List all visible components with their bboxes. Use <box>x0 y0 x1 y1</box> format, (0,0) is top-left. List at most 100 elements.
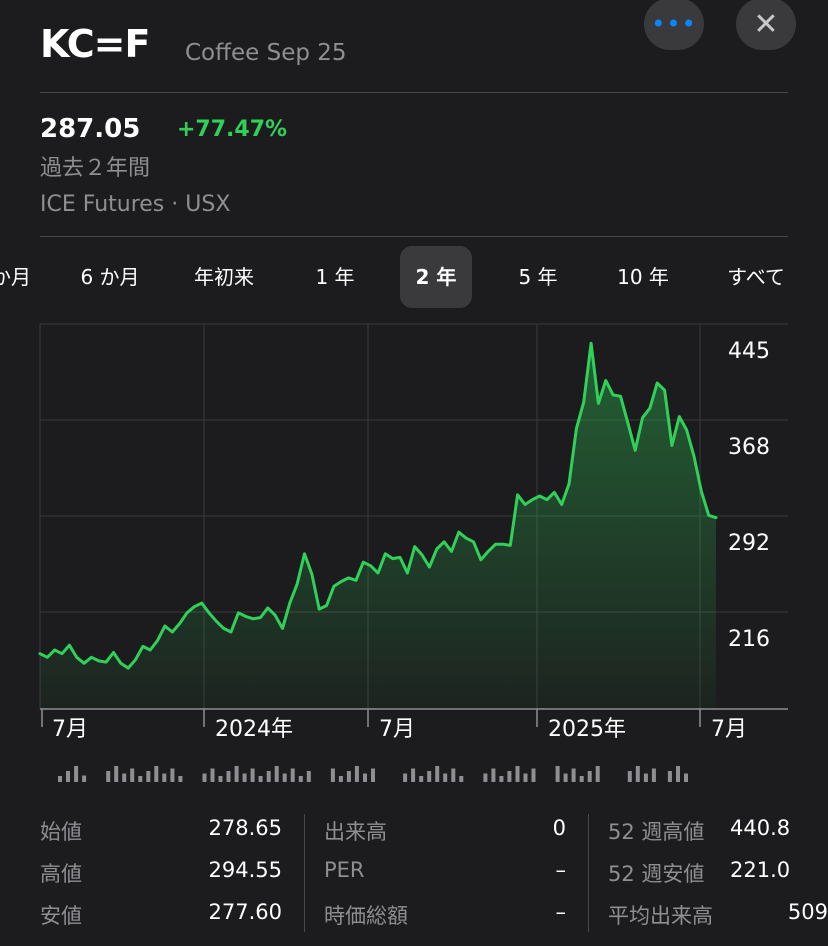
change-period: 過去２年間 <box>40 156 151 181</box>
volume-bar <box>483 773 488 782</box>
ticker-symbol: KC=F <box>40 22 150 66</box>
y-tick-label: 292 <box>728 531 770 556</box>
volume-bar <box>627 771 632 782</box>
tab-all[interactable]: すべて <box>727 265 785 289</box>
stat-label-market-cap: 時価総額 <box>324 904 408 928</box>
volume-bar <box>427 771 432 782</box>
volume-bar <box>451 768 456 782</box>
volume-bar <box>106 771 111 782</box>
x-tick-label: 7月 <box>379 717 415 742</box>
volume-bar <box>531 768 536 782</box>
price-change-percent: +77.47% <box>177 117 288 142</box>
volume-bar <box>507 771 512 782</box>
volume-bar <box>154 766 159 782</box>
price-chart[interactable]: 445 368 292 216 7月 2024年 7月 2025年 7月 <box>0 322 828 792</box>
volume-bar <box>555 766 560 782</box>
volume-bar <box>202 773 207 782</box>
volume-bar <box>258 776 263 782</box>
tab-3-months[interactable]: か月 <box>0 265 31 289</box>
price-area-fill <box>40 343 716 709</box>
volume-bar <box>571 768 576 782</box>
ellipsis-icon: ••• <box>651 10 697 38</box>
volume-bar <box>290 768 295 782</box>
stat-value-avg-volume: 509 <box>787 900 828 924</box>
volume-bar <box>266 771 271 782</box>
tab-6-months[interactable]: 6 か月 <box>80 265 140 289</box>
volume-bar <box>595 766 600 782</box>
volume-bar <box>587 771 592 782</box>
volume-bar <box>122 773 127 782</box>
stat-label-avg-volume: 平均出来高 <box>608 904 713 928</box>
tab-5-years[interactable]: 5 年 <box>518 265 558 289</box>
volume-bar <box>354 766 359 782</box>
stat-value-low: 277.60 <box>208 900 282 924</box>
current-price: 287.05 <box>40 114 141 144</box>
stat-label-52w-low: 52 週安値 <box>608 862 705 886</box>
tab-1-year[interactable]: 1 年 <box>315 265 355 289</box>
volume-bar <box>403 773 408 782</box>
volume-bar <box>74 766 79 782</box>
stat-label-high: 高値 <box>40 862 82 886</box>
volume-bar <box>146 771 151 782</box>
divider <box>40 92 788 93</box>
y-tick-label: 368 <box>728 435 770 460</box>
volume-bar <box>491 768 496 782</box>
volume-bar <box>635 766 640 782</box>
more-options-button[interactable]: ••• <box>644 0 704 50</box>
volume-bar <box>330 768 335 782</box>
stat-value-per: – <box>555 858 567 882</box>
stat-value-open: 278.65 <box>208 816 282 840</box>
volume-bar <box>242 773 247 782</box>
stats-divider <box>588 814 589 932</box>
volume-bar <box>114 766 119 782</box>
stat-value-market-cap: – <box>555 900 567 924</box>
volume-bar <box>178 776 183 782</box>
volume-bar <box>459 776 464 782</box>
tab-2-years[interactable]: 2 年 <box>400 246 472 308</box>
volume-bar <box>298 776 303 782</box>
stat-label-per: PER <box>324 858 365 882</box>
stat-label-open: 始値 <box>40 820 82 844</box>
volume-bar <box>170 768 175 782</box>
price-line <box>38 341 718 670</box>
tab-10-years[interactable]: 10 年 <box>617 265 669 289</box>
volume-bar <box>435 766 440 782</box>
volume-bar <box>66 771 70 782</box>
range-tabs: か月 6 か月 年初来 1 年 2 年 5 年 10 年 すべて <box>0 246 828 312</box>
close-button[interactable]: ✕ <box>736 0 796 50</box>
volume-bar <box>419 776 424 782</box>
volume-bar <box>515 766 520 782</box>
volume-bar <box>667 771 672 782</box>
x-tick-label: 7月 <box>52 717 88 742</box>
divider <box>40 236 788 237</box>
volume-bar <box>363 773 367 782</box>
volume-bar <box>676 766 680 782</box>
volume-bar <box>684 773 688 782</box>
volume-bar <box>218 776 223 782</box>
volume-bar <box>563 773 568 782</box>
stat-label-low: 安値 <box>40 904 82 928</box>
volume-bar <box>499 776 504 782</box>
volume-bar <box>411 768 416 782</box>
volume-bar <box>210 768 215 782</box>
volume-bar <box>306 771 311 782</box>
volume-bar <box>250 768 255 782</box>
volume-bar <box>523 773 528 782</box>
volume-bar <box>274 766 279 782</box>
stat-value-volume: 0 <box>552 816 566 840</box>
y-tick-label: 216 <box>728 627 770 652</box>
volume-bar <box>282 773 287 782</box>
volume-bar <box>579 776 584 782</box>
x-tick-label: 2024年 <box>215 717 293 742</box>
tab-ytd[interactable]: 年初来 <box>194 265 254 289</box>
volume-bar <box>234 766 239 782</box>
volume-bar <box>346 771 351 782</box>
volume-bar <box>82 775 87 782</box>
volume-bar <box>371 768 375 782</box>
stat-value-high: 294.55 <box>208 858 282 882</box>
volume-bar <box>162 773 167 782</box>
exchange-name: ICE Futures · USX <box>40 192 231 217</box>
y-tick-label: 445 <box>728 339 770 364</box>
volume-bar <box>651 768 656 782</box>
volume-bar <box>130 768 135 782</box>
